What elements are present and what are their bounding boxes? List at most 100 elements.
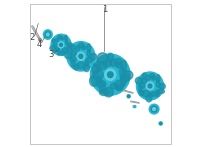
Ellipse shape xyxy=(146,75,151,80)
Ellipse shape xyxy=(107,53,114,62)
Text: 1: 1 xyxy=(102,5,107,14)
Ellipse shape xyxy=(115,80,124,89)
Ellipse shape xyxy=(55,47,59,52)
Ellipse shape xyxy=(77,52,85,60)
Ellipse shape xyxy=(136,72,164,100)
Ellipse shape xyxy=(148,84,152,88)
Ellipse shape xyxy=(74,64,79,70)
Ellipse shape xyxy=(105,69,116,80)
Ellipse shape xyxy=(70,51,77,55)
Ellipse shape xyxy=(103,60,111,67)
Ellipse shape xyxy=(150,74,155,78)
Ellipse shape xyxy=(99,83,105,93)
Ellipse shape xyxy=(158,89,164,93)
Ellipse shape xyxy=(98,62,107,70)
Ellipse shape xyxy=(151,106,157,112)
Ellipse shape xyxy=(152,76,156,80)
Ellipse shape xyxy=(53,43,58,47)
Ellipse shape xyxy=(52,39,55,43)
Ellipse shape xyxy=(86,57,93,63)
Ellipse shape xyxy=(70,56,76,62)
Ellipse shape xyxy=(77,62,85,69)
Ellipse shape xyxy=(46,33,49,36)
Ellipse shape xyxy=(90,54,130,95)
Ellipse shape xyxy=(159,83,165,89)
Text: 4: 4 xyxy=(36,40,42,49)
Ellipse shape xyxy=(128,95,130,97)
Ellipse shape xyxy=(65,35,67,41)
Ellipse shape xyxy=(85,61,88,66)
Ellipse shape xyxy=(139,83,145,88)
Ellipse shape xyxy=(149,92,153,97)
Ellipse shape xyxy=(93,70,103,80)
Ellipse shape xyxy=(60,43,62,46)
Ellipse shape xyxy=(146,82,154,90)
Ellipse shape xyxy=(43,30,52,39)
Ellipse shape xyxy=(139,90,144,96)
Ellipse shape xyxy=(97,77,102,84)
Ellipse shape xyxy=(110,59,116,66)
Ellipse shape xyxy=(87,50,91,57)
Ellipse shape xyxy=(75,46,80,51)
Ellipse shape xyxy=(50,46,55,51)
Ellipse shape xyxy=(151,91,158,96)
Ellipse shape xyxy=(79,43,84,48)
Ellipse shape xyxy=(58,50,60,55)
Ellipse shape xyxy=(90,75,98,86)
Ellipse shape xyxy=(67,45,71,51)
Ellipse shape xyxy=(92,66,99,74)
Ellipse shape xyxy=(116,85,122,91)
Ellipse shape xyxy=(93,63,97,67)
Ellipse shape xyxy=(114,58,122,65)
Ellipse shape xyxy=(155,90,159,97)
Ellipse shape xyxy=(61,51,64,55)
Ellipse shape xyxy=(56,38,59,42)
Ellipse shape xyxy=(97,53,108,63)
Ellipse shape xyxy=(119,67,125,77)
Ellipse shape xyxy=(79,54,83,58)
Ellipse shape xyxy=(67,42,95,71)
Ellipse shape xyxy=(141,79,147,83)
Ellipse shape xyxy=(133,106,136,108)
Ellipse shape xyxy=(96,80,106,88)
Ellipse shape xyxy=(135,77,143,84)
Ellipse shape xyxy=(51,34,71,55)
Ellipse shape xyxy=(96,61,101,72)
Ellipse shape xyxy=(122,60,127,72)
Ellipse shape xyxy=(160,123,162,124)
Ellipse shape xyxy=(99,89,109,96)
Ellipse shape xyxy=(65,40,68,45)
Ellipse shape xyxy=(110,83,117,89)
Ellipse shape xyxy=(142,90,150,97)
Ellipse shape xyxy=(61,37,64,40)
Text: 2: 2 xyxy=(29,33,35,42)
Ellipse shape xyxy=(84,64,90,72)
Ellipse shape xyxy=(82,45,86,50)
Ellipse shape xyxy=(146,95,152,102)
Ellipse shape xyxy=(156,80,160,87)
Ellipse shape xyxy=(120,74,130,82)
Ellipse shape xyxy=(45,32,50,37)
Ellipse shape xyxy=(65,52,72,59)
Ellipse shape xyxy=(142,73,146,79)
Ellipse shape xyxy=(94,64,96,66)
Ellipse shape xyxy=(39,38,41,41)
Ellipse shape xyxy=(62,47,68,52)
Ellipse shape xyxy=(139,85,142,92)
Ellipse shape xyxy=(58,35,62,39)
Ellipse shape xyxy=(104,87,113,97)
Ellipse shape xyxy=(124,71,133,80)
Ellipse shape xyxy=(90,54,97,60)
Ellipse shape xyxy=(108,72,113,78)
Ellipse shape xyxy=(115,62,122,68)
Ellipse shape xyxy=(157,75,160,82)
Ellipse shape xyxy=(87,44,91,52)
Text: 3: 3 xyxy=(49,50,54,59)
Ellipse shape xyxy=(58,42,64,48)
Ellipse shape xyxy=(127,95,130,98)
Ellipse shape xyxy=(159,122,162,125)
Ellipse shape xyxy=(120,76,126,86)
Ellipse shape xyxy=(71,60,75,67)
Ellipse shape xyxy=(68,43,72,47)
Ellipse shape xyxy=(153,108,156,111)
